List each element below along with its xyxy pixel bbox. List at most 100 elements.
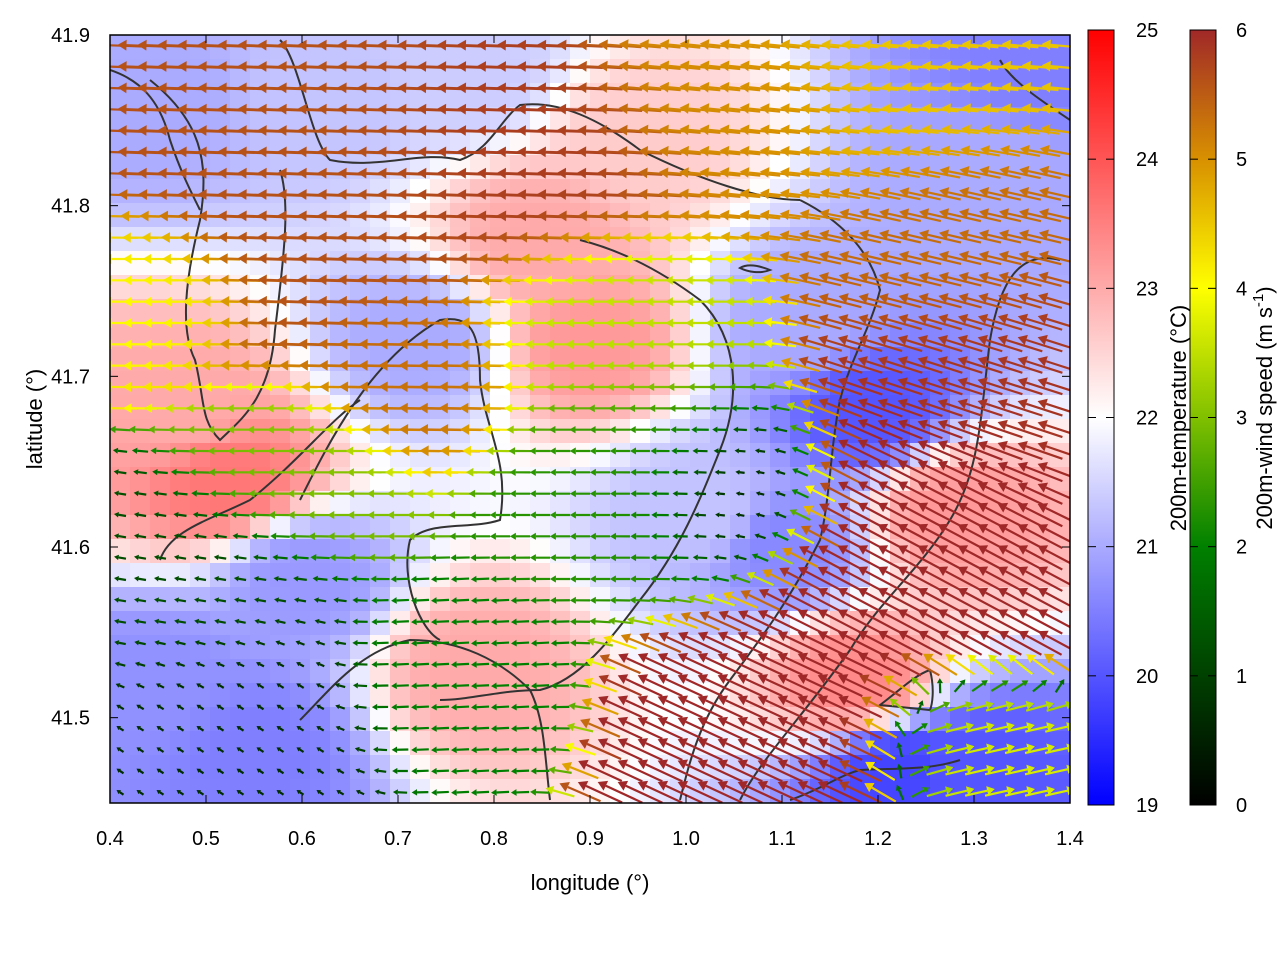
temperature-cell [510, 683, 531, 708]
temperature-cell [150, 707, 171, 732]
temperature-cell [450, 419, 471, 444]
temperature-cell [910, 35, 931, 60]
temperature-cell [990, 707, 1011, 732]
temperature-cell [890, 659, 911, 684]
temperature-cell [1030, 779, 1051, 803]
temperature-cell [570, 59, 591, 84]
temperature-cell [550, 419, 571, 444]
wind-colorbar-label: 200m-wind speed (m s-1) [1250, 286, 1277, 529]
temperature-cell [550, 563, 571, 588]
temperature-cell [410, 611, 431, 636]
wind-arrow [980, 145, 1021, 157]
temperature-cell [450, 251, 471, 276]
temperature-cell [150, 179, 171, 204]
temperature-cell [130, 155, 151, 180]
temperature-cell [150, 491, 171, 516]
temperature-cell [190, 419, 211, 444]
temperature-cell [970, 35, 991, 60]
temperature-cell [1030, 107, 1051, 132]
temperature-cell [530, 659, 551, 684]
temperature-cell [430, 755, 451, 780]
temperature-cell [330, 443, 351, 468]
temperature-cell [810, 35, 831, 60]
temperature-cell [130, 611, 151, 636]
temperature-cell [210, 491, 231, 516]
temperature-cell [230, 731, 251, 756]
temperature-cell [950, 107, 971, 132]
temperature-cell [630, 179, 651, 204]
temperature-cell [670, 491, 691, 516]
temperature-cell [390, 635, 411, 660]
temperature-cell [610, 299, 631, 324]
temperature-cell [150, 659, 171, 684]
temperature-cell [670, 323, 691, 348]
temperature-cell [310, 179, 331, 204]
temperature-cell [210, 515, 231, 540]
temperature-cell [730, 299, 751, 324]
temperature-cell [410, 491, 431, 516]
temperature-cell [550, 635, 571, 660]
temperature-cell [290, 419, 311, 444]
x-tick-label: 0.4 [96, 828, 124, 850]
temperature-cell [190, 323, 211, 348]
temperature-cell [490, 563, 511, 588]
temperature-cell [630, 107, 651, 132]
temperature-cell [230, 155, 251, 180]
temperature-cell [130, 251, 151, 276]
temperature-cell [270, 539, 291, 564]
temperature-cell [110, 731, 131, 756]
temperature-cell [630, 491, 651, 516]
temperature-cell [270, 659, 291, 684]
temperature-cell [190, 155, 211, 180]
temperature-cell [130, 323, 151, 348]
temperature-cell [270, 443, 291, 468]
temperature-cell [610, 611, 631, 636]
temperature-cell [450, 539, 471, 564]
temperature-cell [110, 683, 131, 708]
temperature-cell [610, 323, 631, 348]
temperature-cell [1030, 659, 1051, 684]
temperature-cell [510, 59, 531, 84]
temperature-cell [490, 683, 511, 708]
x-tick-label: 1.1 [768, 828, 796, 850]
temperature-cell [530, 371, 551, 396]
temperature-cell [350, 683, 371, 708]
temperature-cell [690, 323, 711, 348]
temperature-cell [650, 323, 671, 348]
temperature-cell [390, 611, 411, 636]
temperature-cell [190, 59, 211, 84]
temperature-cell [470, 755, 491, 780]
temperature-cell [430, 251, 451, 276]
wind-arrow [1001, 103, 1039, 115]
temperature-cell [250, 251, 271, 276]
temperature-cell [790, 467, 811, 492]
temperature-cell [730, 539, 751, 564]
temperature-cell [850, 35, 871, 60]
temperature-cell [710, 371, 731, 396]
temperature-cell [530, 491, 551, 516]
temperature-cell [270, 755, 291, 780]
temperature-cell [730, 419, 751, 444]
temperature-cell [550, 59, 571, 84]
temperature-cell [490, 491, 511, 516]
wind-arrow [940, 145, 980, 157]
temperature-cell [250, 59, 271, 84]
wind-arrow [1001, 60, 1039, 72]
temperature-colorbar: 19 20 21 22 23 24 25 200m-temperature (°C) [1087, 20, 1191, 817]
temperature-cell [690, 107, 711, 132]
temperature-cell [550, 443, 571, 468]
temperature-cell [510, 707, 531, 732]
temperature-cell [730, 107, 751, 132]
temperature-cell [310, 659, 331, 684]
temperature-cell [430, 659, 451, 684]
temperature-cell [170, 563, 191, 588]
temperature-cell [350, 59, 371, 84]
temperature-cell [470, 419, 491, 444]
temperature-cell [450, 467, 471, 492]
temperature-cell [150, 443, 171, 468]
temperature-cell [370, 659, 391, 684]
temperature-cell [590, 251, 611, 276]
temperature-cell [650, 467, 671, 492]
temperature-cell [510, 299, 531, 324]
temperature-cell [190, 611, 211, 636]
